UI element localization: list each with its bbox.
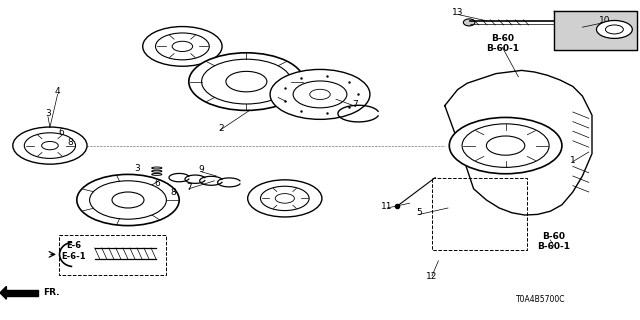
Circle shape bbox=[202, 59, 291, 104]
Text: 3: 3 bbox=[135, 164, 140, 172]
Text: B-60
B-60-1: B-60 B-60-1 bbox=[486, 34, 519, 53]
Circle shape bbox=[13, 127, 87, 164]
Circle shape bbox=[172, 41, 193, 52]
Text: 10: 10 bbox=[599, 16, 611, 25]
Text: 9: 9 bbox=[199, 165, 204, 174]
Circle shape bbox=[275, 194, 294, 203]
Circle shape bbox=[449, 117, 562, 174]
Bar bbox=[432, 178, 527, 250]
Text: 8: 8 bbox=[68, 138, 73, 147]
Circle shape bbox=[605, 25, 623, 34]
Text: 6: 6 bbox=[154, 180, 159, 188]
Circle shape bbox=[310, 89, 330, 100]
Circle shape bbox=[189, 53, 304, 110]
Text: 3: 3 bbox=[45, 109, 51, 118]
Text: 11: 11 bbox=[381, 202, 393, 211]
Ellipse shape bbox=[152, 173, 162, 175]
Text: 8: 8 bbox=[170, 188, 175, 196]
Text: 13: 13 bbox=[452, 8, 463, 17]
Circle shape bbox=[112, 192, 144, 208]
Circle shape bbox=[143, 27, 222, 66]
Text: FR.: FR. bbox=[44, 288, 60, 297]
Circle shape bbox=[293, 81, 347, 108]
Ellipse shape bbox=[152, 170, 162, 172]
Text: 6: 6 bbox=[58, 128, 63, 137]
Text: 1: 1 bbox=[570, 156, 575, 164]
Bar bbox=[59, 235, 166, 275]
Text: 4: 4 bbox=[55, 87, 60, 96]
Circle shape bbox=[156, 33, 209, 60]
Polygon shape bbox=[6, 290, 38, 296]
Circle shape bbox=[24, 133, 76, 158]
Circle shape bbox=[42, 141, 58, 150]
Circle shape bbox=[90, 181, 166, 219]
Text: T0A4B5700C: T0A4B5700C bbox=[516, 295, 566, 304]
Text: E-6
E-6-1: E-6 E-6-1 bbox=[61, 242, 86, 261]
Text: 2: 2 bbox=[218, 124, 223, 132]
Circle shape bbox=[462, 124, 549, 167]
Circle shape bbox=[260, 186, 309, 211]
Circle shape bbox=[270, 69, 370, 119]
Polygon shape bbox=[554, 11, 637, 50]
Circle shape bbox=[248, 180, 322, 217]
Circle shape bbox=[226, 71, 267, 92]
Circle shape bbox=[596, 20, 632, 38]
Text: 12: 12 bbox=[426, 272, 438, 281]
Ellipse shape bbox=[463, 19, 475, 26]
Ellipse shape bbox=[152, 167, 162, 169]
Polygon shape bbox=[0, 286, 6, 299]
Text: 7: 7 bbox=[186, 183, 191, 192]
Text: 7: 7 bbox=[353, 100, 358, 108]
Text: B-60
B-60-1: B-60 B-60-1 bbox=[537, 232, 570, 251]
Circle shape bbox=[77, 174, 179, 226]
Circle shape bbox=[486, 136, 525, 155]
Text: 5: 5 bbox=[417, 208, 422, 217]
